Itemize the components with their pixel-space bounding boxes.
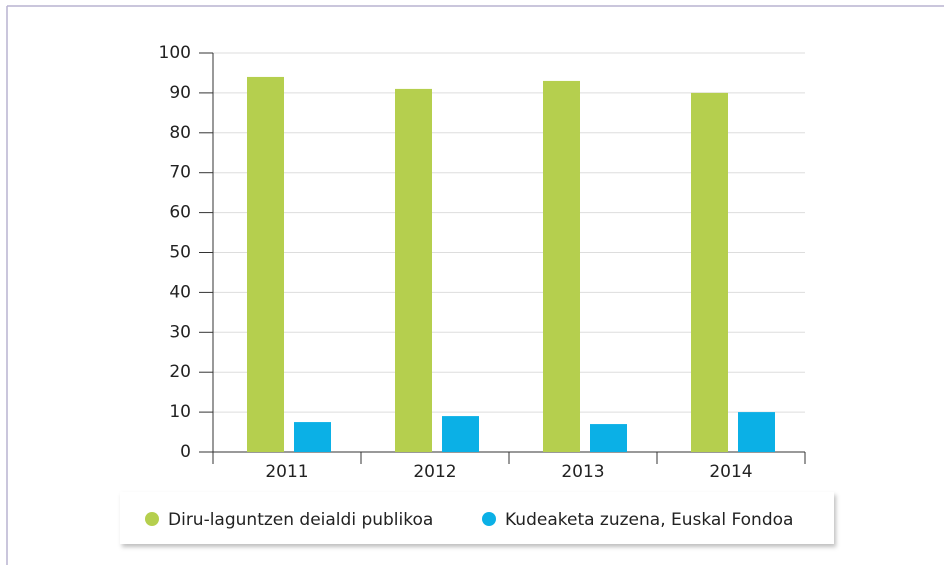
legend-label: Diru-laguntzen deialdi publikoa [168,510,433,530]
y-tick-label: 60 [169,203,191,223]
x-tick-label: 2013 [561,462,604,482]
y-tick-label: 20 [169,362,191,382]
y-tick-label: 40 [169,282,191,302]
x-tick-label: 2011 [265,462,308,482]
bar [691,92,728,453]
x-tick-label: 2012 [413,462,456,482]
legend-box [120,492,834,544]
y-tick-label: 0 [180,442,191,462]
x-tick-label: 2014 [709,462,752,482]
bar [294,422,331,452]
bar [247,76,284,452]
bar [590,424,627,452]
y-tick-label: 10 [169,402,191,422]
bar [442,416,479,452]
bar [543,80,580,453]
bar [738,412,775,452]
y-tick-label: 50 [169,243,191,263]
legend-marker [482,512,496,526]
bar [395,88,432,452]
y-tick-label: 100 [159,43,191,63]
legend-label: Kudeaketa zuzena, Euskal Fondoa [505,510,793,530]
y-tick-label: 80 [169,123,191,143]
y-tick-label: 30 [169,322,191,342]
y-tick-label: 70 [169,163,191,183]
y-tick-label: 90 [169,83,191,103]
legend-marker [145,512,159,526]
